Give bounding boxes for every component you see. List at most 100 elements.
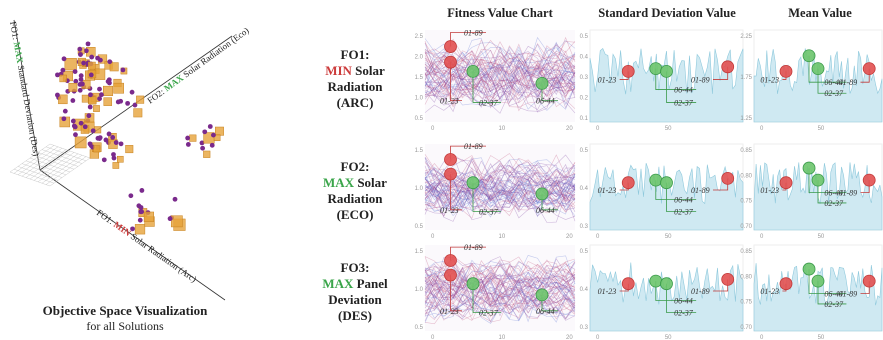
fitness-line	[424, 291, 576, 321]
solution-marker-06-44[interactable]	[535, 76, 549, 90]
solution-marker-01-89[interactable]	[721, 272, 735, 286]
fitness-line	[424, 173, 576, 202]
fitness-line	[424, 78, 576, 111]
annotation-leader	[817, 281, 847, 305]
fitness-line	[424, 274, 576, 297]
solution-cube	[93, 105, 100, 112]
solution-marker-06-44[interactable]	[535, 288, 549, 302]
row-rest: Solar Radiation	[327, 175, 387, 206]
annotation-leader	[817, 180, 847, 204]
solution-marker-01-23[interactable]	[444, 167, 457, 181]
annotation-label-01-89: 01-89	[691, 75, 710, 84]
solution-marker-01-89[interactable]	[862, 274, 876, 288]
solution-marker-01-89[interactable]	[862, 173, 876, 187]
y-tick-label: 0.5	[415, 116, 424, 122]
fitness-line	[424, 163, 576, 192]
fitness-line	[424, 79, 576, 109]
scatter-caption-subtitle: for all Solutions	[86, 319, 164, 333]
solution-marker-01-89[interactable]	[444, 254, 457, 267]
annotation-label-06-44: 06-44	[674, 195, 693, 204]
fitness-line	[424, 259, 576, 288]
fitness-line	[424, 262, 576, 288]
solution-marker-02-37[interactable]	[811, 62, 825, 76]
y-tick-label: 0.3	[580, 224, 589, 230]
solution-marker-06-44[interactable]	[802, 49, 816, 63]
fitness-line	[424, 279, 576, 310]
solution-dot	[98, 57, 103, 63]
solution-cube	[112, 162, 120, 169]
solution-marker-06-44[interactable]	[649, 274, 663, 288]
fitness-line	[424, 72, 576, 101]
annotation-leader	[450, 275, 462, 312]
solution-dot	[118, 141, 124, 147]
fitness-line	[424, 70, 576, 103]
column-header-fitness: Fitness Value Chart	[447, 6, 553, 20]
solution-marker-01-89[interactable]	[862, 62, 876, 76]
solution-marker-02-37[interactable]	[811, 173, 825, 187]
fitness-line	[424, 290, 576, 318]
fitness-line	[424, 79, 576, 108]
fitness-line	[424, 281, 576, 312]
solution-dot	[77, 46, 83, 52]
solution-marker-01-89[interactable]	[721, 171, 735, 185]
solution-marker-01-23[interactable]	[444, 55, 457, 69]
solution-cube	[88, 61, 96, 70]
fitness-line	[424, 276, 576, 307]
solution-marker-06-44[interactable]	[649, 173, 663, 187]
fitness-line	[424, 60, 576, 92]
solution-dot	[70, 118, 76, 124]
solution-cube	[74, 136, 87, 149]
solution-marker-02-37[interactable]	[660, 65, 673, 78]
annotation-label-01-89: 01-89	[464, 29, 483, 38]
annotation-leader	[655, 180, 697, 200]
solution-marker-02-37[interactable]	[466, 176, 480, 190]
solution-dot	[72, 69, 78, 75]
solution-marker-02-37[interactable]	[466, 277, 480, 291]
panel-mean-r1: 2.25 1.75 1.25 0 50 01-23 06-44 02-37 01-89	[740, 29, 883, 132]
solution-marker-01-23[interactable]	[621, 176, 635, 190]
fitness-line	[424, 293, 576, 321]
solution-marker-06-44[interactable]	[802, 161, 816, 175]
solution-marker-06-44[interactable]	[802, 262, 816, 276]
y-tick-label: 0.5	[415, 325, 424, 331]
solution-marker-02-37[interactable]	[660, 277, 673, 291]
fitness-line	[424, 171, 576, 199]
solution-marker-01-23[interactable]	[779, 65, 793, 78]
solution-dot	[82, 124, 88, 130]
fitness-line	[424, 178, 576, 206]
solution-marker-06-44[interactable]	[649, 62, 663, 76]
fitness-line	[424, 69, 576, 98]
solution-dot	[90, 128, 96, 134]
annotation-label-01-89: 01-89	[464, 142, 483, 151]
annotation-label-02-37: 02-37	[824, 300, 844, 309]
solution-cube	[64, 58, 77, 71]
solution-marker-01-23[interactable]	[779, 176, 793, 190]
solution-dot	[88, 92, 93, 98]
row-objective: MIN Solar Radiation	[305, 63, 405, 95]
y-tick-label: 0.4	[580, 287, 589, 293]
annotation-label-06-44: 06-44	[824, 189, 843, 198]
solution-dot	[89, 54, 95, 60]
solution-marker-01-89[interactable]	[721, 60, 735, 74]
solution-marker-01-89[interactable]	[444, 153, 457, 166]
solution-marker-02-37[interactable]	[466, 65, 480, 78]
solution-marker-02-37[interactable]	[811, 274, 825, 288]
solution-dot	[62, 108, 68, 114]
fitness-line	[424, 293, 576, 323]
solution-marker-02-37[interactable]	[660, 176, 673, 190]
solution-marker-01-23[interactable]	[444, 268, 457, 282]
y-tick-label: 1.25	[740, 116, 752, 122]
solution-dot	[120, 67, 126, 73]
solution-marker-01-89[interactable]	[444, 40, 457, 53]
fitness-line	[424, 262, 576, 295]
solution-dot	[167, 216, 173, 222]
annotation-leader	[472, 71, 501, 103]
solution-marker-06-44[interactable]	[535, 187, 549, 201]
x-tick-label: 20	[566, 234, 573, 240]
solution-marker-01-23[interactable]	[621, 65, 635, 78]
fitness-line	[424, 75, 576, 109]
fitness-line	[424, 193, 576, 223]
solution-marker-01-23[interactable]	[621, 277, 635, 291]
solution-marker-01-23[interactable]	[779, 277, 793, 291]
panel-fit-r3: 1.5 1.0 0.5 0 10 20 01-89 01-23 02-37 06-44	[415, 243, 576, 340]
